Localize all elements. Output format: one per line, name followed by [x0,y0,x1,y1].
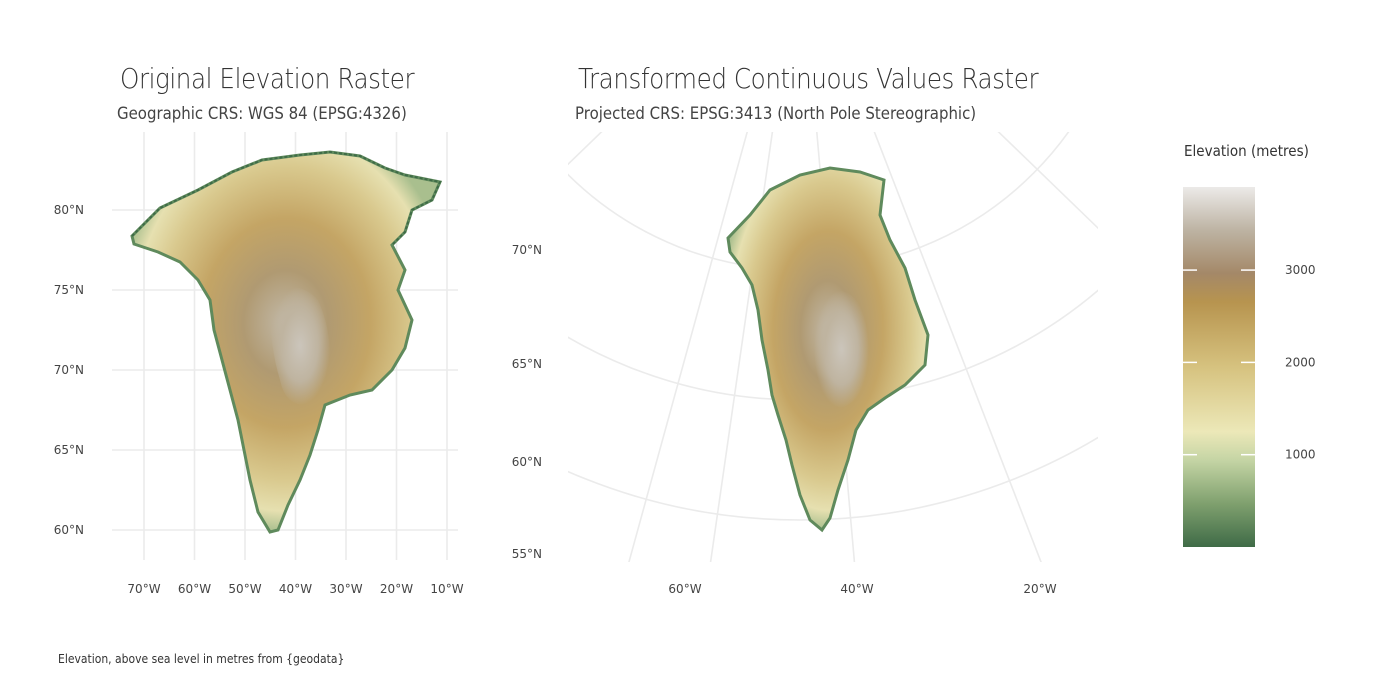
left-x-tick-label: 60°W [178,582,211,596]
left-y-tick-label: 65°N [54,443,84,457]
left-x-tick-label: 40°W [279,582,312,596]
right-y-tick-label: 65°N [512,357,542,371]
caption: Elevation, above sea level in metres fro… [58,652,345,666]
left-y-tick-label: 75°N [54,283,84,297]
left-x-tick-label: 30°W [329,582,362,596]
legend-tick-label: 2000 [1285,355,1316,369]
legend-colorbar [1183,187,1255,547]
left-x-tick-label: 50°W [228,582,261,596]
left-y-tick-label: 60°N [54,523,84,537]
right-x-tick-label: 40°W [840,582,873,596]
right-y-tick-label: 60°N [512,455,542,469]
left-tick-labels: 70°W 60°W 50°W 40°W 30°W 20°W 10°W 60°N 65°N 70°N… [54,203,464,596]
right-x-tick-label: 20°W [1023,582,1056,596]
left-y-tick-label: 80°N [54,203,84,217]
left-x-tick-label: 10°W [430,582,463,596]
legend-tick-label: 3000 [1285,263,1316,277]
right-chart-title: Transformed Continuous Values Raster [578,62,1039,95]
left-x-tick-label: 20°W [380,582,413,596]
left-chart-subtitle: Geographic CRS: WGS 84 (EPSG:4326) [117,104,407,124]
right-y-tick-label: 70°N [512,243,542,257]
right-greenland-raster [726,166,930,533]
legend-title: Elevation (metres) [1184,142,1309,160]
left-greenland-raster [130,150,443,534]
legend-tick-label: 1000 [1285,448,1316,462]
left-x-tick-label: 70°W [127,582,160,596]
left-y-tick-label: 70°N [54,363,84,377]
right-tick-labels: 60°W 40°W 20°W 55°N 60°N 65°N 70°N [512,243,1057,596]
right-chart-subtitle: Projected CRS: EPSG:3413 (North Pole Ste… [575,104,977,124]
legend-ticks: 3000 2000 1000 [1183,263,1316,462]
right-x-tick-label: 60°W [668,582,701,596]
left-chart-title: Original Elevation Raster [120,62,415,95]
right-y-tick-label: 55°N [512,547,542,561]
